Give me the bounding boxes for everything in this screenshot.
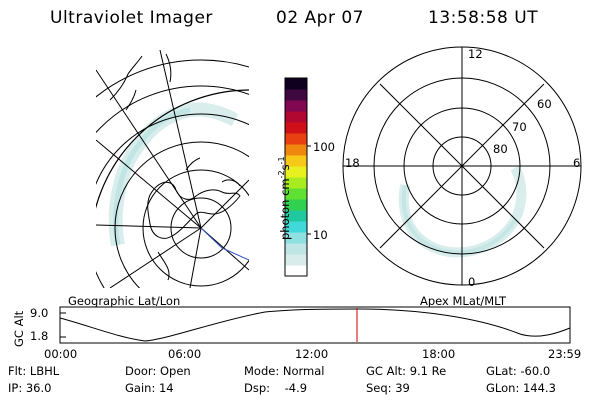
altitude-xtick-0000: 00:00 — [44, 347, 78, 361]
colorbar-unit-s: s — [277, 164, 292, 171]
colorbar-swatch — [285, 232, 307, 244]
colorbar-swatch — [285, 144, 307, 156]
meridian — [109, 227, 202, 288]
altitude-curve — [59, 308, 571, 342]
meridian — [189, 227, 202, 288]
status-glon: GLon: 144.3 — [486, 381, 556, 395]
status-seq: Seq: 39 — [366, 381, 410, 395]
status-glat: GLat: -60.0 — [486, 364, 551, 378]
altitude-xtick-1800: 18:00 — [422, 347, 456, 361]
date-label: 02 Apr 07 — [276, 8, 364, 28]
colorbar-unit-exp1: -2 — [277, 170, 286, 179]
mlat-circle — [403, 107, 521, 225]
lat-circle — [170, 197, 232, 259]
colorbar-swatch — [285, 177, 307, 189]
mlat-circle — [432, 136, 492, 196]
altitude-xtick-0600: 06:00 — [168, 347, 202, 361]
aurora-emission-right — [398, 165, 527, 258]
mlt-label-6: 6 — [573, 156, 581, 170]
mlt-diagonal — [379, 83, 545, 249]
altitude-xtick-1200: 12:00 — [295, 347, 329, 361]
meridian — [96, 69, 202, 229]
colorbar-swatch — [285, 78, 307, 90]
meridian — [96, 139, 202, 229]
colorbar-tick-10: 10 — [313, 228, 328, 242]
mlat-label-70: 70 — [512, 120, 527, 134]
altitude-ytick-9: 9.0 — [30, 306, 49, 320]
status-ip: IP: 36.0 — [8, 381, 52, 395]
colorbar-swatch — [285, 199, 307, 211]
mlat-label-60: 60 — [537, 97, 552, 111]
meridian — [96, 224, 202, 229]
mlt-label-12: 12 — [468, 47, 483, 61]
colorbar-swatch — [285, 133, 307, 145]
mlt-diagonal — [379, 83, 545, 249]
aurora-emission-left — [108, 102, 239, 247]
lat-circle — [114, 141, 249, 288]
colorbar-swatch — [285, 89, 307, 101]
status-dsp: Dsp: -4.9 — [244, 381, 308, 395]
left-panel-caption: Geographic Lat/Lon — [68, 294, 181, 308]
colorbar-unit-exp2: -1 — [277, 156, 286, 165]
coastlines — [109, 53, 241, 281]
altitude-xtick-2359: 23:59 — [548, 347, 582, 361]
mlt-label-18: 18 — [345, 156, 360, 170]
altitude-axis-label: GC Alt — [12, 310, 26, 347]
status-mode: Mode: Normal — [244, 364, 325, 378]
colorbar-swatch — [285, 210, 307, 222]
colorbar-frame — [284, 77, 308, 277]
status-gain: Gain: 14 — [125, 381, 174, 395]
colorbar-swatch — [285, 265, 307, 277]
colorbar-unit-label: photon cm-2s-1 — [277, 156, 292, 240]
colorbar-swatch — [285, 122, 307, 134]
colorbar-swatch — [285, 254, 307, 266]
colorbar-swatch — [285, 188, 307, 200]
colorbar-swatch — [285, 111, 307, 123]
mlt-label-0: 0 — [468, 275, 476, 289]
altitude-ytick-1-8: 1.8 — [30, 329, 49, 343]
colorbar-tick-100: 100 — [313, 140, 335, 154]
colorbar-swatch — [285, 166, 307, 178]
colorbar-swatch — [285, 100, 307, 112]
colorbar-swatch — [285, 221, 307, 233]
meridian — [200, 179, 249, 229]
mlat-circle — [342, 46, 582, 286]
status-filter: Flt: LBHL — [8, 364, 60, 378]
instrument-title: Ultraviolet Imager — [50, 8, 213, 28]
right-panel-caption: Apex MLat/MLT — [420, 294, 507, 308]
status-gc-alt: GC Alt: 9.1 Re — [366, 364, 447, 378]
colorbar-unit-text: photon cm — [277, 178, 292, 240]
time-label: 13:58:58 UT — [428, 8, 539, 28]
colorbar-swatch — [285, 243, 307, 255]
meridian — [159, 50, 202, 229]
mlat-label-80: 80 — [493, 142, 508, 156]
altitude-strip-frame — [59, 306, 571, 344]
lat-circle — [142, 169, 249, 287]
colorbar-swatch — [285, 155, 307, 167]
earth-limb — [96, 89, 249, 209]
mlat-circle — [373, 77, 551, 255]
colorbar — [284, 77, 311, 277]
status-door: Door: Open — [125, 364, 191, 378]
ground-track — [200, 227, 249, 261]
meridian — [200, 227, 249, 271]
